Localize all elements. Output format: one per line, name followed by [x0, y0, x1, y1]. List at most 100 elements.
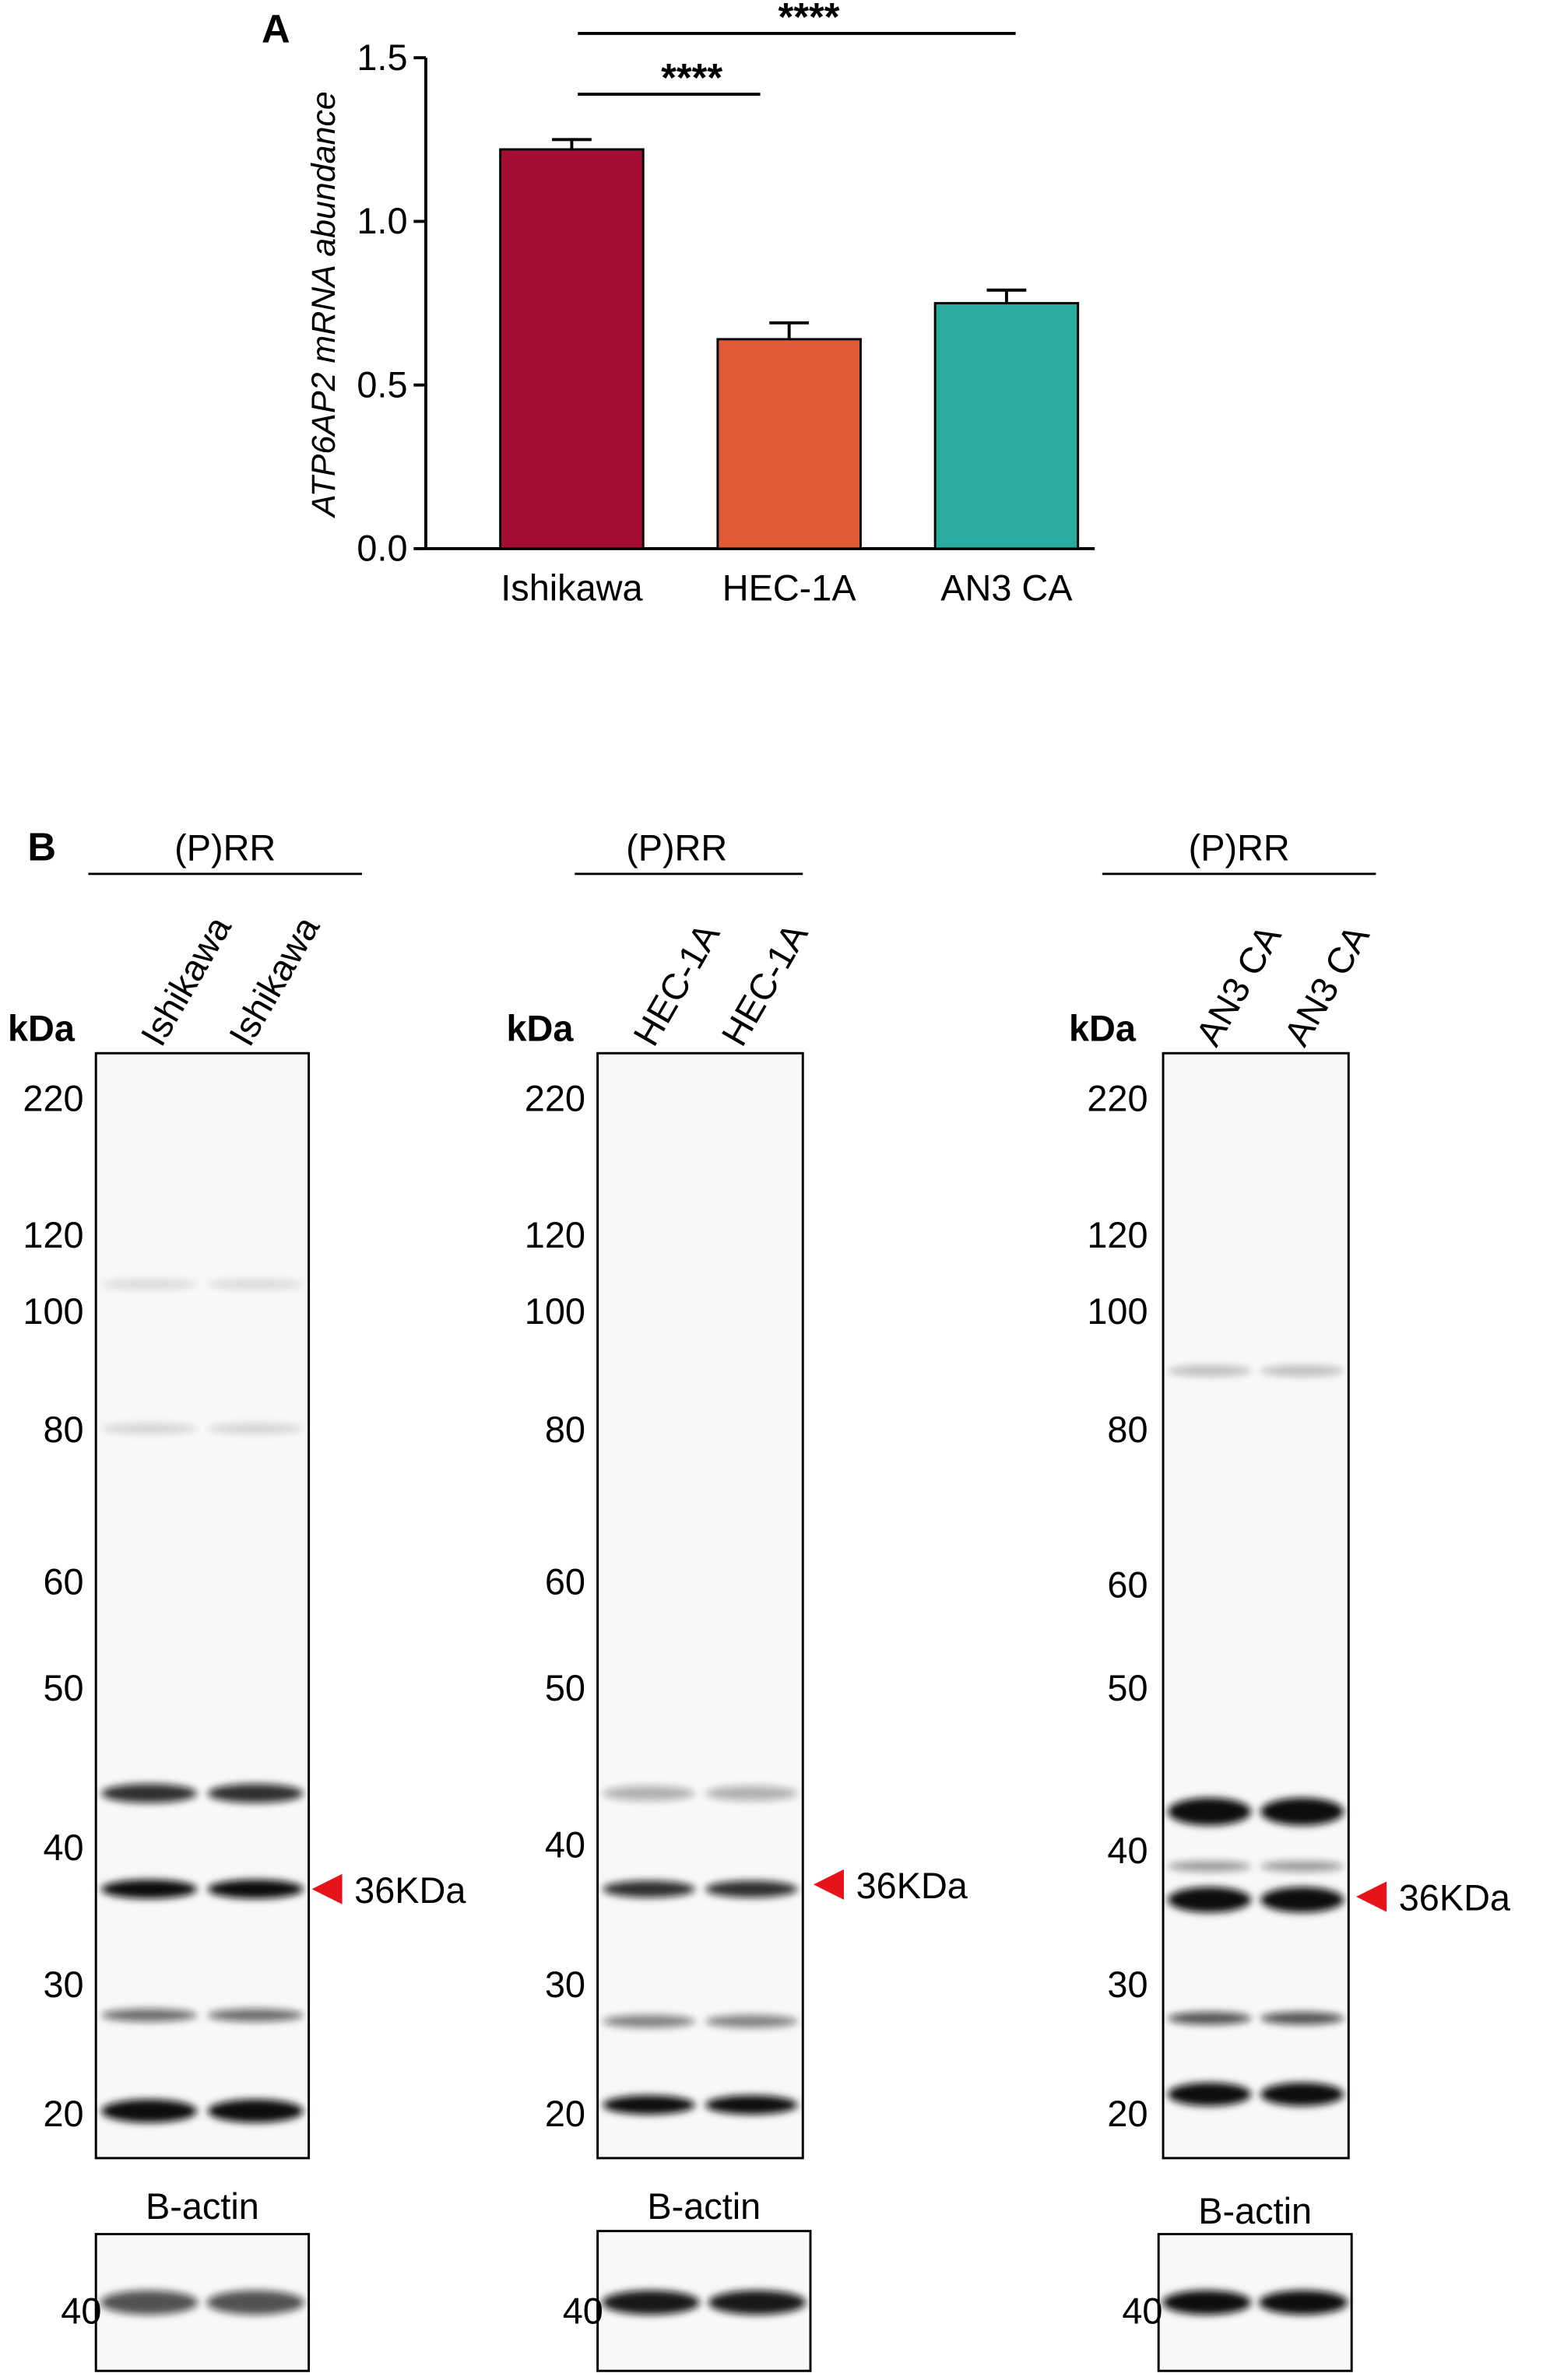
significance-label: ****	[778, 0, 840, 39]
marker-label: 60	[545, 1561, 585, 1602]
x-tick-label: Ishikawa	[501, 567, 643, 608]
marker-label: 30	[1107, 1964, 1148, 2005]
lane-label: HEC-1A	[714, 916, 816, 1052]
y-tick-label: 1.0	[357, 201, 407, 241]
marker-label: 220	[525, 1078, 585, 1118]
marker-label: 20	[545, 2094, 585, 2134]
band	[1260, 1365, 1344, 1377]
band	[603, 2014, 695, 2028]
marker-label: 220	[1087, 1078, 1148, 1118]
band	[207, 1279, 304, 1290]
lane-label: AN3 CA	[1188, 918, 1289, 1052]
blot	[596, 1051, 804, 2160]
marker-label: 40	[61, 2291, 101, 2332]
marker-label: 120	[1087, 1215, 1148, 1255]
marker-label: 30	[545, 1964, 585, 2005]
marker-label: 50	[1107, 1668, 1148, 1708]
panel-label: B	[27, 824, 56, 869]
band	[1260, 1861, 1344, 1872]
panel-label: A	[262, 7, 290, 51]
marker-label: 40	[1107, 1831, 1148, 1871]
kda-label: kDa	[506, 1009, 574, 1049]
significance-label: ****	[661, 55, 722, 100]
band	[1260, 2082, 1344, 2106]
marker-label: 40	[43, 1827, 83, 1868]
marker-label: 100	[1087, 1291, 1148, 1332]
band	[603, 1785, 695, 1801]
band	[206, 2290, 305, 2315]
band	[705, 1880, 798, 1898]
arrow	[311, 1873, 343, 1904]
loading-control-label: B-actin	[647, 2186, 761, 2227]
arrow-label: 36KDa	[856, 1866, 968, 1906]
y-tick-label: 1.5	[357, 37, 407, 78]
marker-label: 40	[545, 1824, 585, 1865]
loading-control-label: B-actin	[1198, 2191, 1312, 2231]
band	[101, 1879, 198, 1899]
band	[705, 2014, 798, 2028]
marker-label: 50	[545, 1668, 585, 1708]
band	[101, 2009, 198, 2022]
kda-label: kDa	[1069, 1009, 1137, 1049]
marker-label: 30	[43, 1964, 83, 2005]
marker-label: 80	[545, 1409, 585, 1450]
band	[1168, 1861, 1252, 1872]
band	[1168, 1887, 1252, 1913]
x-tick-label: AN3 CA	[940, 567, 1073, 608]
marker-label: 60	[43, 1561, 83, 1602]
bar	[499, 148, 645, 550]
y-tick-label: 0.0	[357, 528, 407, 569]
marker-label: 40	[563, 2291, 603, 2332]
marker-label: 20	[43, 2094, 83, 2134]
lane-label: AN3 CA	[1276, 918, 1377, 1052]
band	[602, 2290, 700, 2315]
loading-control-label: B-actin	[146, 2186, 259, 2227]
kda-label: kDa	[8, 1009, 76, 1049]
band	[705, 2095, 798, 2115]
blot	[94, 1051, 311, 2160]
band	[101, 1279, 198, 1290]
band	[1260, 2012, 1344, 2025]
arrow-label: 36KDa	[354, 1870, 466, 1911]
bar	[716, 338, 862, 550]
blot-header: (P)RR	[174, 827, 276, 868]
band	[1168, 2012, 1252, 2025]
marker-label: 40	[1122, 2291, 1162, 2332]
blot-header: (P)RR	[626, 827, 727, 868]
band	[1260, 1887, 1344, 1913]
band	[1168, 1797, 1252, 1826]
y-axis-title: ATP6AP2 mRNA abundance	[305, 91, 343, 519]
band	[207, 2009, 304, 2022]
band	[207, 1423, 304, 1434]
band	[705, 1785, 798, 1801]
marker-label: 120	[23, 1215, 83, 1255]
band	[207, 1879, 304, 1899]
blot-header: (P)RR	[1189, 827, 1290, 868]
blot	[1162, 1051, 1350, 2160]
marker-label: 100	[525, 1291, 585, 1332]
bar	[933, 302, 1080, 550]
lane-label: HEC-1A	[626, 916, 728, 1052]
band	[207, 2099, 304, 2123]
band	[1162, 2290, 1252, 2315]
arrow	[1356, 1881, 1387, 1912]
band	[101, 1423, 198, 1434]
band	[603, 2095, 695, 2115]
marker-label: 100	[23, 1291, 83, 1332]
band	[1168, 1365, 1252, 1377]
marker-label: 80	[43, 1409, 83, 1450]
marker-label: 80	[1107, 1409, 1148, 1450]
band	[207, 1783, 304, 1803]
band	[101, 2099, 198, 2123]
y-tick-label: 0.5	[357, 364, 407, 405]
band	[708, 2290, 807, 2315]
arrow-label: 36KDa	[1399, 1878, 1511, 1918]
marker-label: 20	[1107, 2094, 1148, 2134]
marker-label: 220	[23, 1078, 83, 1118]
marker-label: 60	[1107, 1564, 1148, 1605]
band	[100, 2290, 199, 2315]
arrow	[813, 1869, 844, 1900]
band	[1259, 2290, 1348, 2315]
band	[1168, 2082, 1252, 2106]
